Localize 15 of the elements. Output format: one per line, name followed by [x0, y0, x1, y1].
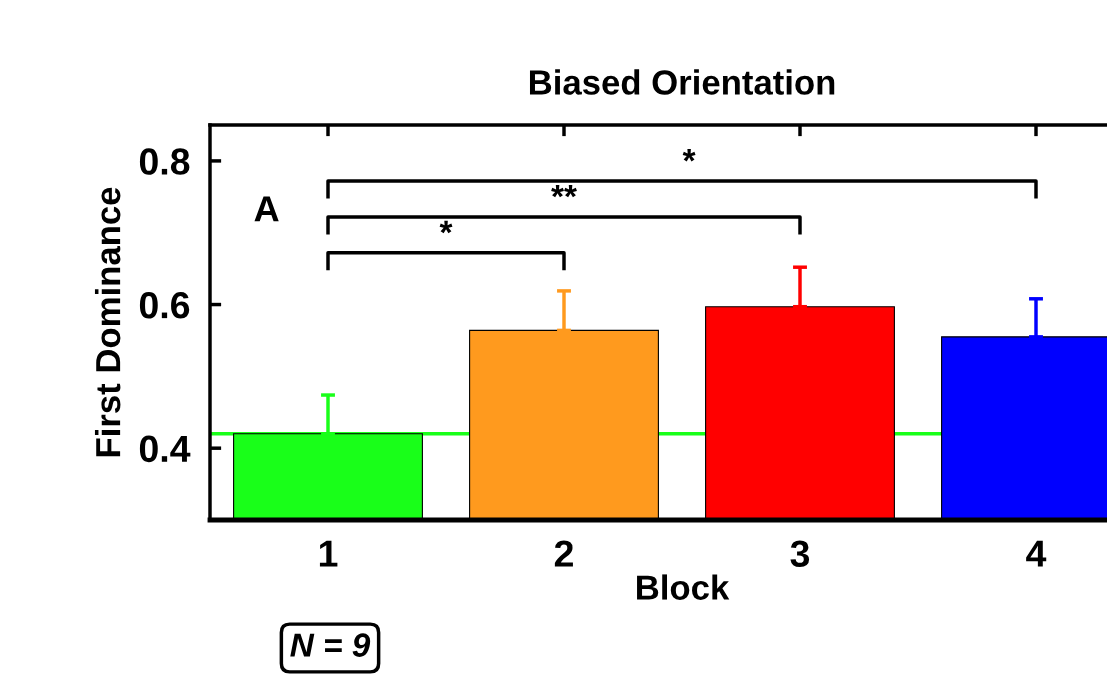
annotation: * — [439, 220, 453, 234]
x-tick-label: 1 — [319, 540, 338, 567]
x-tick-label: 3 — [790, 540, 810, 568]
chart-title: Biased Orientation — [529, 69, 835, 95]
y-tick-label: 0.4 — [139, 435, 191, 463]
y-tick-label: 0.6 — [139, 291, 190, 319]
text: N = 9 — [290, 633, 371, 657]
x-tick-label: 4 — [1026, 540, 1047, 567]
annotation: A — [254, 196, 279, 222]
annotation: ** — [551, 184, 577, 198]
x-tick-label: 2 — [554, 540, 573, 567]
y-tick-label: 0.8 — [139, 148, 190, 175]
x-axis-title: Block — [637, 574, 730, 600]
annotation: * — [682, 149, 696, 162]
y-axis-title: First Dominance — [94, 187, 121, 457]
